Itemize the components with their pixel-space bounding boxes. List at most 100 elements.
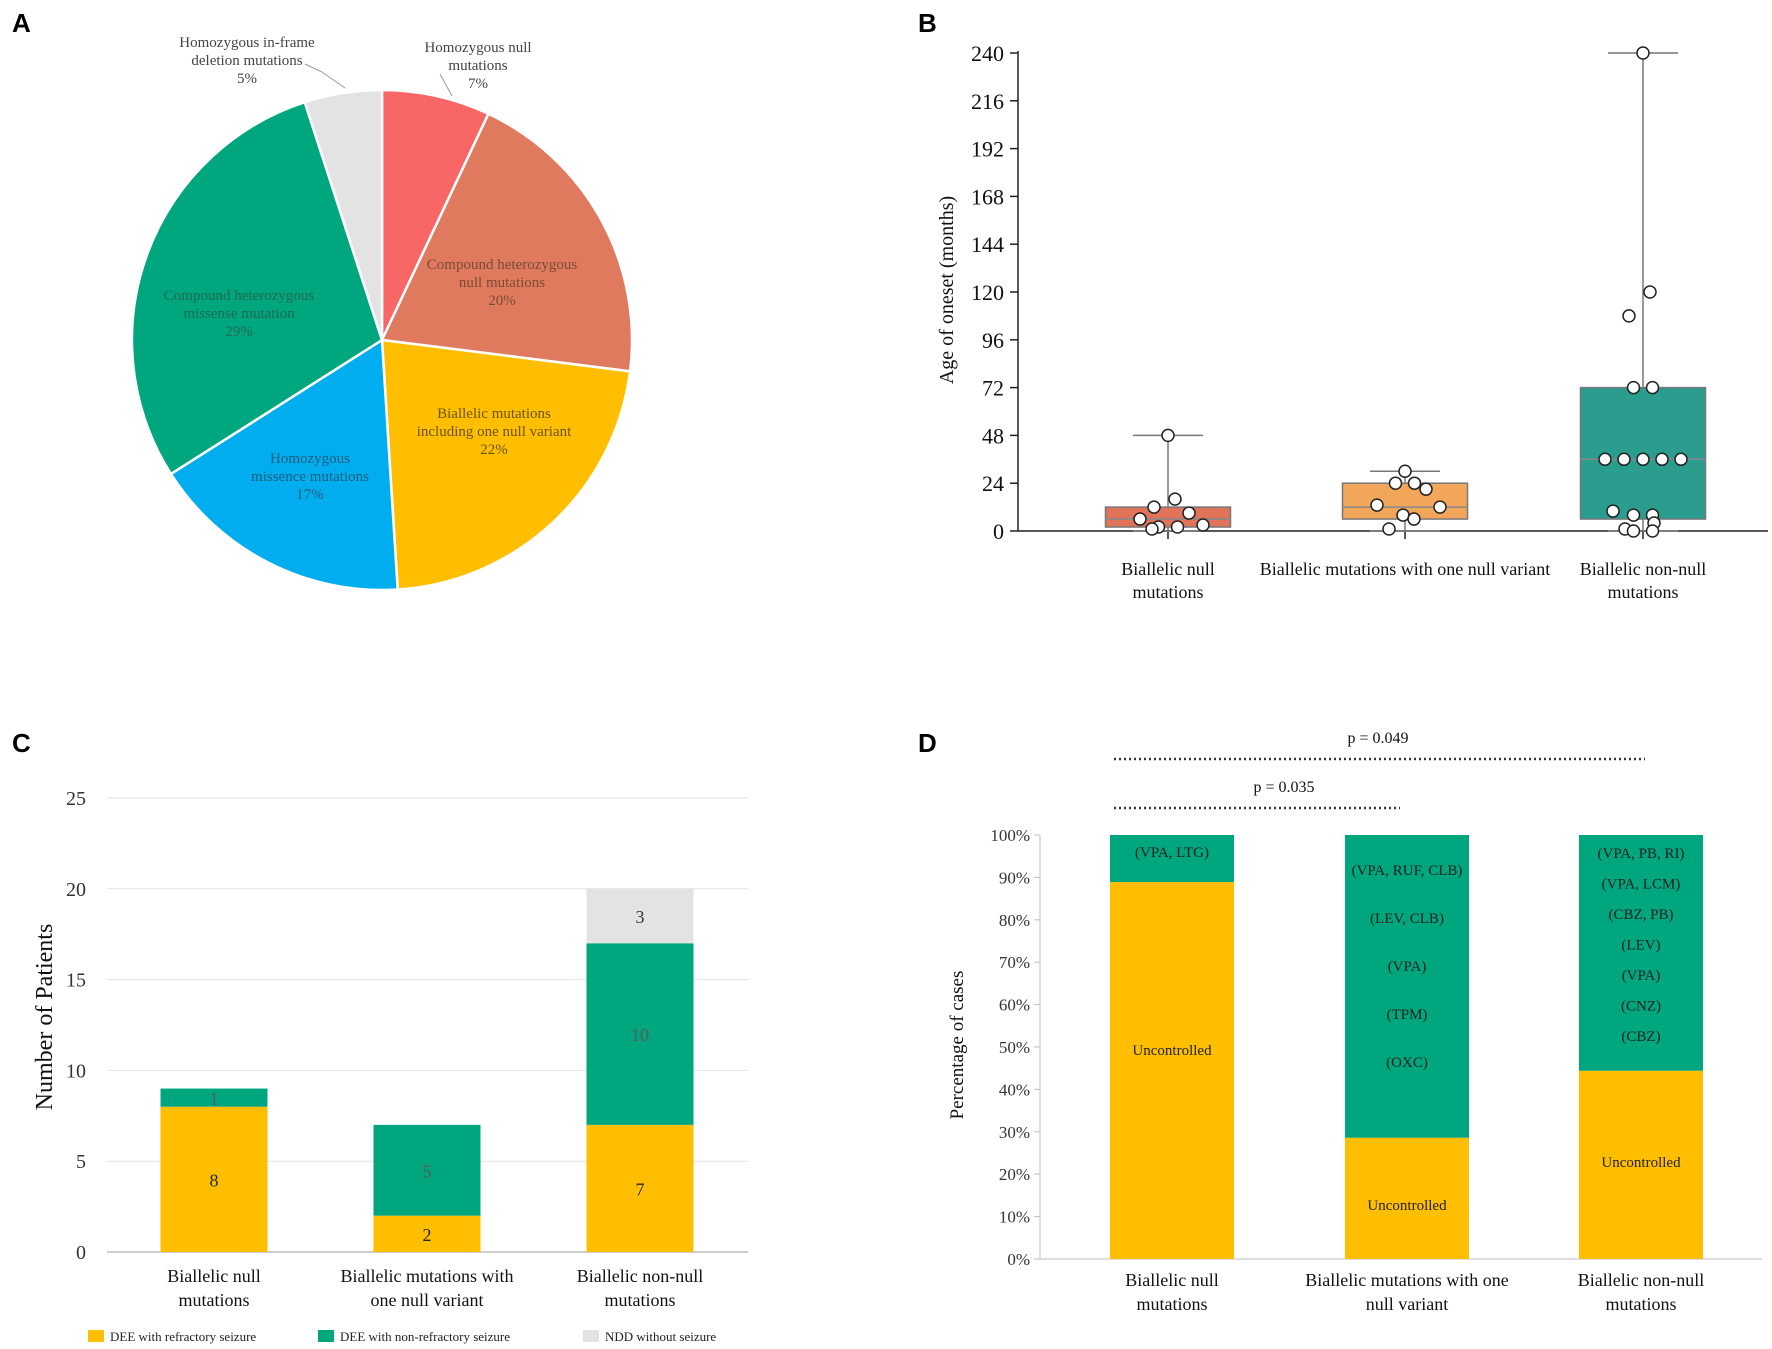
y-tick-label: 216 <box>971 89 1004 114</box>
y-tick-label: 100% <box>990 826 1030 845</box>
pie-slice-label: Biallelic mutations <box>437 406 551 422</box>
data-point <box>1655 452 1669 467</box>
legend-label: DEE with non-refractory seizure <box>340 1329 510 1344</box>
pie-slice-label: Compound heterozygous <box>164 288 315 304</box>
data-point <box>1170 520 1185 534</box>
y-tick-label: 192 <box>971 137 1004 162</box>
x-category-label: Biallelic mutations with <box>341 1266 514 1286</box>
y-tick-label: 80% <box>999 911 1030 930</box>
panel-letter-d: D <box>918 728 937 758</box>
uncontrolled-label: Uncontrolled <box>1132 1043 1212 1059</box>
y-tick-label: 90% <box>999 868 1030 887</box>
legend-swatch <box>88 1330 104 1342</box>
stacked-bar-segment <box>373 1124 481 1216</box>
box-plot: 0 24 48 72 96 120 144 168 192 216 240 Age of oneset… <box>936 41 1768 602</box>
y-tick-label: 15 <box>66 970 86 992</box>
regimen-label: (VPA, PB, RI) <box>1598 846 1685 862</box>
regimen-label: (LEV) <box>1621 938 1660 954</box>
stacked-bar-segment <box>160 1088 268 1107</box>
x-category-label: Biallelic mutations with one <box>1305 1270 1508 1290</box>
data-point <box>1598 452 1612 467</box>
stacked-bar-segment <box>373 1215 481 1252</box>
x-category-label: Biallelic non-null <box>1580 559 1706 579</box>
y-tick-label: 72 <box>982 376 1004 401</box>
regimen-label: (VPA, LCM) <box>1602 877 1681 893</box>
data-point <box>1617 452 1631 467</box>
regimen-label: (VPA, RUF, CLB) <box>1352 863 1463 879</box>
y-tick-label: 10 <box>66 1060 86 1082</box>
regimen-label: (LEV, CLB) <box>1370 911 1444 927</box>
data-point <box>1636 452 1650 467</box>
y-tick-label: 0 <box>993 519 1004 544</box>
pie-slice <box>380 112 634 373</box>
stacked-bar-segment <box>586 888 694 944</box>
data-point <box>1626 524 1641 538</box>
pie-chart: Homozygous null mutations 7% Compound heter… <box>130 35 634 592</box>
pie-slice-label: 29% <box>225 324 253 340</box>
bar-value-label: 7 <box>636 1179 645 1199</box>
data-point <box>1407 476 1422 490</box>
regimen-label: (TPM) <box>1387 1007 1428 1023</box>
stacked-bar-segment <box>1579 835 1703 1071</box>
regimen-label: (VPA) <box>1622 968 1661 984</box>
data-point <box>1674 452 1688 467</box>
y-tick-label: 50% <box>999 1038 1030 1057</box>
data-point <box>1147 500 1161 514</box>
stacked-bar-segment <box>586 943 694 1125</box>
y-tick-label: 240 <box>971 41 1004 66</box>
y-tick-label: 30% <box>999 1123 1030 1142</box>
bar-value-label: 10 <box>631 1025 649 1045</box>
data-point <box>1161 428 1175 443</box>
data-point <box>1606 504 1620 518</box>
y-tick-label: 144 <box>971 232 1004 257</box>
data-point <box>1645 380 1660 395</box>
stacked-bar-segment <box>1110 882 1234 1259</box>
bar-value-label: 3 <box>636 907 645 927</box>
y-tick-label: 0 <box>76 1242 86 1264</box>
data-point <box>1398 464 1412 478</box>
x-category-label: mutations <box>1133 582 1204 602</box>
stacked-bar-chart-percentage: 0% 10% 20% 30% 40% 50% 60% 70% 80% 90% 100% Percent… <box>947 730 1762 1314</box>
data-point <box>1419 482 1433 496</box>
pie-slice-label: mutations <box>448 58 507 74</box>
p-value-label: p = 0.035 <box>1253 779 1314 796</box>
data-point <box>1370 498 1384 512</box>
x-category-label: Biallelic null <box>1121 559 1214 579</box>
pie-slice <box>303 88 384 341</box>
y-tick-label: 0% <box>1007 1250 1030 1269</box>
regimen-label: (CBZ) <box>1621 1029 1660 1045</box>
data-point <box>1382 522 1396 536</box>
x-category-label: mutations <box>605 1290 676 1310</box>
legend-swatch <box>583 1330 599 1342</box>
y-tick-label: 10% <box>999 1208 1030 1227</box>
pie-slice-label: 5% <box>237 71 257 87</box>
y-axis-title: Age of oneset (months) <box>936 196 958 384</box>
y-tick-label: 48 <box>982 423 1004 448</box>
pie-slice-label: 22% <box>480 442 508 458</box>
p-value-label: p = 0.049 <box>1347 730 1408 747</box>
pie-slice-label: including one null variant <box>417 424 572 440</box>
stacked-bar-segment <box>1345 1137 1469 1259</box>
data-point <box>1622 309 1636 323</box>
bar-value-label: 8 <box>210 1170 219 1190</box>
pie-slice <box>130 100 384 476</box>
regimen-label: (CBZ, PB) <box>1608 907 1673 923</box>
pie-slice-label: null mutations <box>459 275 545 291</box>
pie-slice-label: Homozygous in-frame <box>179 35 315 51</box>
data-point <box>1388 476 1403 490</box>
pie-slice-label: 7% <box>468 76 488 92</box>
y-tick-label: 20% <box>999 1165 1030 1184</box>
x-category-label: Biallelic null <box>1125 1270 1218 1290</box>
pie-slice <box>169 337 400 592</box>
legend-swatch <box>318 1330 334 1342</box>
y-tick-label: 96 <box>982 328 1004 353</box>
legend-label: NDD without seizure <box>605 1329 716 1344</box>
pie-slice-label: deletion mutations <box>191 53 302 69</box>
pie-slice-label: Homozygous <box>270 451 350 467</box>
y-tick-label: 60% <box>999 996 1030 1015</box>
data-point <box>1407 512 1421 526</box>
panel-letter-a: A <box>12 8 31 38</box>
stacked-bar-segment <box>160 1106 268 1252</box>
y-tick-label: 5 <box>76 1151 86 1173</box>
